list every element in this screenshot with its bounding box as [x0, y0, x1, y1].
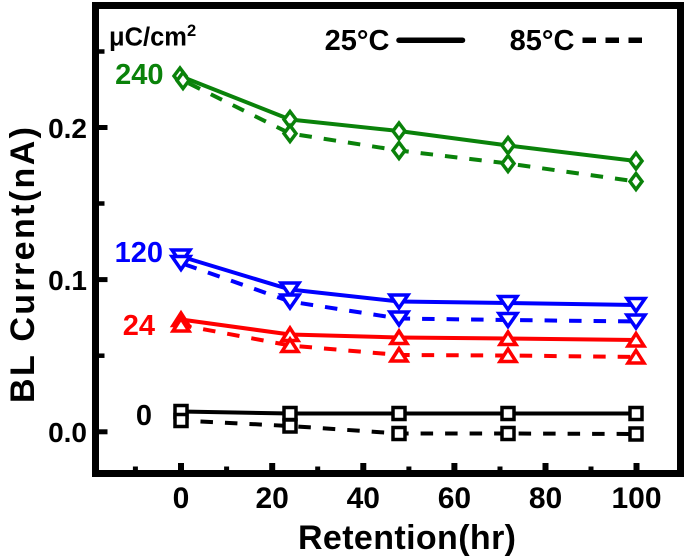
svg-text:60: 60	[438, 482, 471, 515]
svg-text:120: 120	[115, 237, 163, 269]
svg-text:25°C: 25°C	[325, 25, 390, 57]
svg-text:40: 40	[347, 482, 380, 515]
svg-text:0.0: 0.0	[48, 417, 87, 448]
svg-text:85°C: 85°C	[510, 25, 575, 57]
svg-text:BL Current(nA): BL Current(nA)	[4, 127, 42, 403]
svg-text:0: 0	[173, 482, 190, 515]
svg-text:Retention(hr): Retention(hr)	[298, 519, 516, 557]
svg-text:24: 24	[123, 310, 155, 342]
svg-text:100: 100	[611, 482, 661, 515]
svg-text:0: 0	[136, 400, 152, 432]
svg-text:240: 240	[115, 59, 163, 91]
svg-text:0.1: 0.1	[48, 265, 87, 296]
svg-text:0.2: 0.2	[48, 113, 87, 144]
svg-text:80: 80	[529, 482, 562, 515]
svg-text:μC/cm2: μC/cm2	[109, 22, 196, 52]
svg-text:20: 20	[256, 482, 289, 515]
